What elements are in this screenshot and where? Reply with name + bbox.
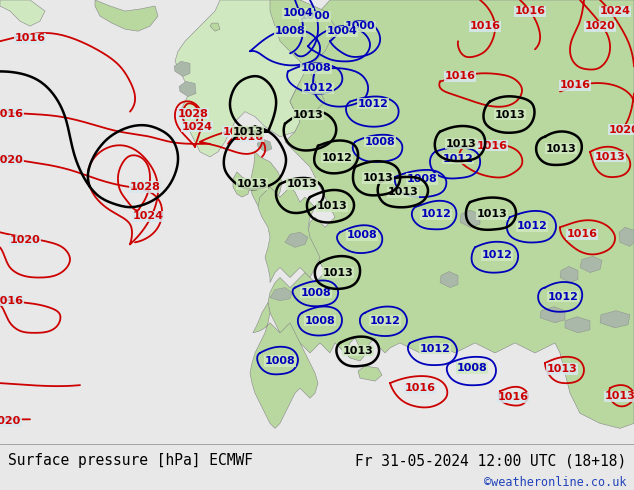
Polygon shape xyxy=(258,187,320,283)
Text: 1008: 1008 xyxy=(275,26,306,36)
Text: ©weatheronline.co.uk: ©weatheronline.co.uk xyxy=(484,476,626,490)
Text: 1012: 1012 xyxy=(420,344,450,354)
Text: 1008: 1008 xyxy=(406,174,437,184)
Polygon shape xyxy=(347,349,365,361)
Text: 1016: 1016 xyxy=(470,21,500,31)
Polygon shape xyxy=(174,61,190,76)
Text: 1016: 1016 xyxy=(404,383,436,393)
Text: 1012: 1012 xyxy=(302,83,333,94)
Polygon shape xyxy=(0,0,45,26)
Text: 1016: 1016 xyxy=(498,392,529,402)
Polygon shape xyxy=(257,139,272,152)
Text: 1016: 1016 xyxy=(477,141,507,151)
Text: Fr 31-05-2024 12:00 UTC (18+18): Fr 31-05-2024 12:00 UTC (18+18) xyxy=(355,453,626,468)
Polygon shape xyxy=(250,152,282,217)
Text: 1008: 1008 xyxy=(301,288,332,297)
Text: 1016: 1016 xyxy=(567,229,597,239)
Text: 1012: 1012 xyxy=(548,292,578,302)
Polygon shape xyxy=(460,210,480,227)
Polygon shape xyxy=(358,366,382,381)
Text: 1016: 1016 xyxy=(233,132,264,142)
Polygon shape xyxy=(268,0,634,428)
Text: 1008: 1008 xyxy=(301,63,332,74)
Text: 1024: 1024 xyxy=(133,211,164,221)
Text: 1028: 1028 xyxy=(129,182,160,192)
Text: ~020: ~020 xyxy=(0,416,21,426)
Text: 1000: 1000 xyxy=(300,11,330,21)
Text: 1008: 1008 xyxy=(264,356,295,366)
Text: 1012: 1012 xyxy=(358,98,389,109)
Text: 1024: 1024 xyxy=(600,6,630,16)
Text: 1020: 1020 xyxy=(609,125,634,135)
Text: 1013: 1013 xyxy=(316,201,347,211)
Polygon shape xyxy=(233,172,250,197)
Text: 1013: 1013 xyxy=(495,110,526,120)
Text: 1016: 1016 xyxy=(0,109,23,119)
Polygon shape xyxy=(270,288,292,301)
Text: 1013: 1013 xyxy=(287,179,318,189)
Text: 1013: 1013 xyxy=(323,268,353,277)
Polygon shape xyxy=(95,0,158,31)
Polygon shape xyxy=(580,256,602,272)
Text: Surface pressure [hPa] ECMWF: Surface pressure [hPa] ECMWF xyxy=(8,453,252,468)
Text: 1013: 1013 xyxy=(342,346,373,356)
Text: 1012: 1012 xyxy=(370,316,401,326)
Text: 1012: 1012 xyxy=(443,154,474,164)
Text: 1013: 1013 xyxy=(233,127,263,137)
Text: 1012: 1012 xyxy=(321,153,353,163)
Text: 1028: 1028 xyxy=(178,109,209,119)
Polygon shape xyxy=(285,232,308,247)
Text: 1013: 1013 xyxy=(446,139,476,149)
Polygon shape xyxy=(565,317,590,333)
Text: 1016: 1016 xyxy=(559,80,590,91)
Text: 1020: 1020 xyxy=(223,127,254,137)
Text: 1013: 1013 xyxy=(547,364,578,374)
Text: 1004: 1004 xyxy=(327,26,358,36)
Text: 1013: 1013 xyxy=(477,209,507,219)
Text: 1024: 1024 xyxy=(181,122,212,132)
Text: 1020: 1020 xyxy=(585,21,616,31)
Text: 1013: 1013 xyxy=(236,179,268,189)
Polygon shape xyxy=(600,311,630,328)
Text: 1016: 1016 xyxy=(515,6,545,16)
Text: 1020: 1020 xyxy=(0,155,23,165)
Polygon shape xyxy=(619,227,634,246)
Text: 1013: 1013 xyxy=(363,173,393,183)
Polygon shape xyxy=(175,0,330,157)
Polygon shape xyxy=(179,81,196,97)
Polygon shape xyxy=(440,271,458,288)
Text: 1004: 1004 xyxy=(283,8,313,18)
Text: 1012: 1012 xyxy=(517,221,547,231)
Text: 1013: 1013 xyxy=(605,391,634,401)
Text: 1016: 1016 xyxy=(15,33,46,43)
Text: 1012: 1012 xyxy=(482,250,512,260)
Polygon shape xyxy=(270,0,335,117)
Text: 1000: 1000 xyxy=(345,21,375,31)
Text: 1008: 1008 xyxy=(456,363,488,373)
Text: 1013: 1013 xyxy=(595,152,625,162)
Text: 1020: 1020 xyxy=(10,235,41,245)
Text: 1012: 1012 xyxy=(420,209,451,219)
Text: 1013: 1013 xyxy=(293,110,323,120)
Text: 1016: 1016 xyxy=(0,295,23,306)
Polygon shape xyxy=(210,23,220,31)
Text: 1013: 1013 xyxy=(546,144,576,154)
Text: 1008: 1008 xyxy=(347,230,377,240)
Polygon shape xyxy=(250,303,318,428)
Text: 1008: 1008 xyxy=(365,137,396,147)
Text: 1013: 1013 xyxy=(387,187,418,197)
Polygon shape xyxy=(540,307,565,323)
Text: 1016: 1016 xyxy=(444,72,476,81)
Text: 1008: 1008 xyxy=(304,316,335,326)
Polygon shape xyxy=(560,267,578,283)
